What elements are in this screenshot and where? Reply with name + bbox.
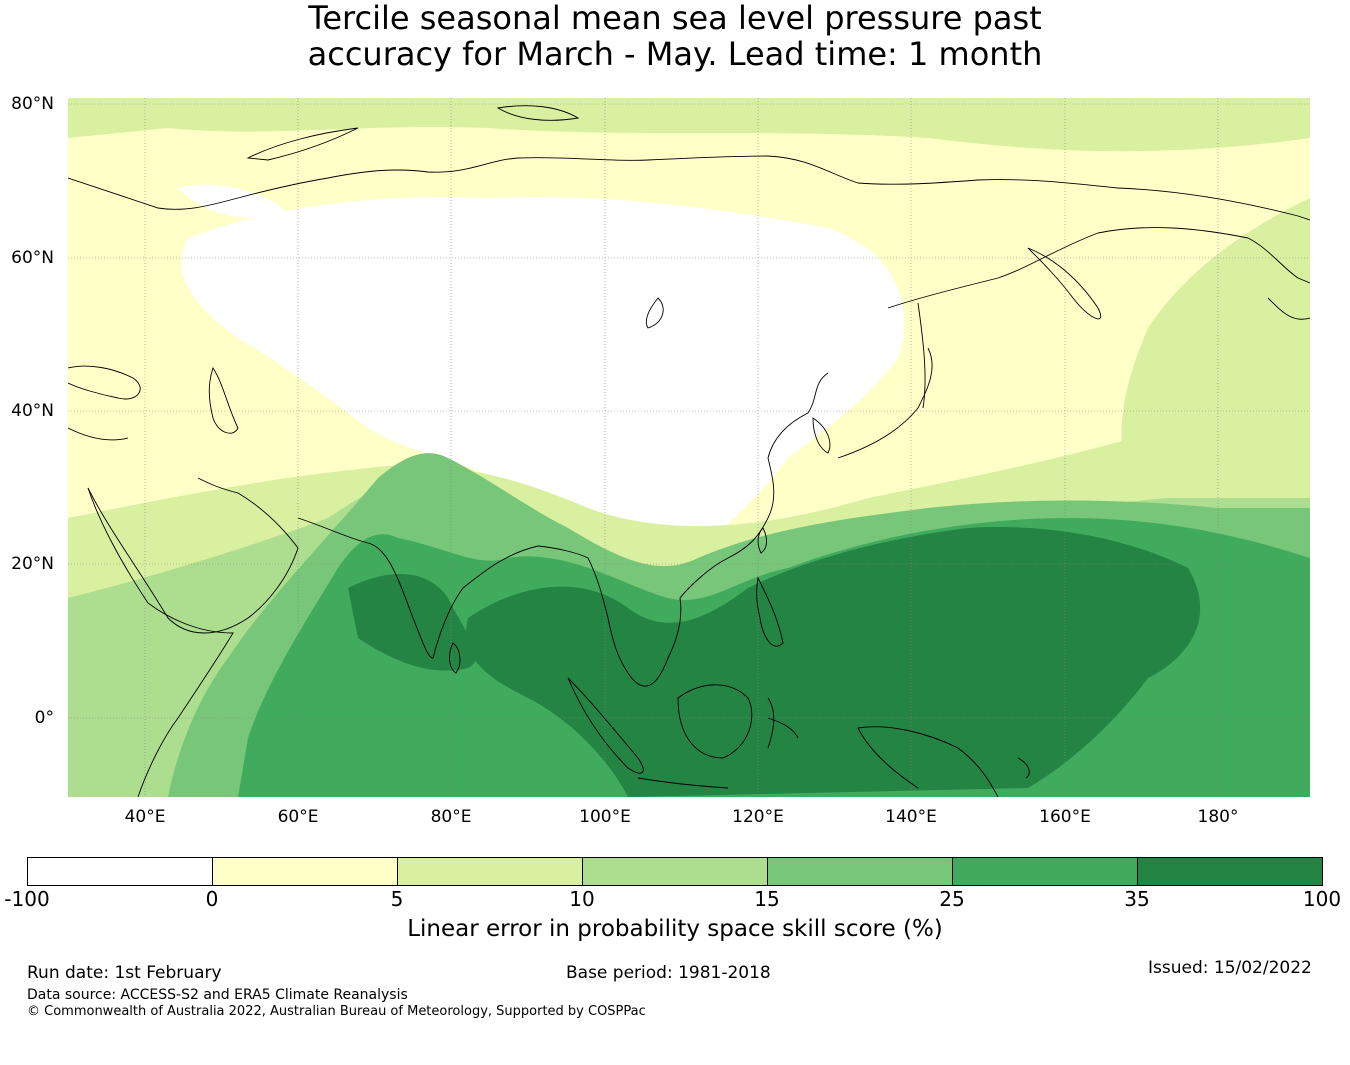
lat-label-60n: 60°N <box>11 248 54 268</box>
colorbar-segment-25-35 <box>953 858 1138 885</box>
fill-35-100-pacific <box>466 527 1201 797</box>
coast-okhotsk <box>887 227 1249 309</box>
fill-35-100-india <box>348 574 477 671</box>
run-date: Run date: 1st February <box>27 963 222 983</box>
skill-fill <box>68 98 1310 797</box>
graticule <box>68 98 1310 797</box>
coast-caspian <box>208 366 239 434</box>
coast-sulawesi <box>767 697 799 749</box>
coast-red-sea-west <box>87 487 149 604</box>
lon-label-100e: 100°E <box>579 807 631 827</box>
chart-title: Tercile seasonal mean sea level pressure… <box>0 0 1350 72</box>
lon-label-140e: 140°E <box>885 807 937 827</box>
lon-label-60e: 60°E <box>277 807 319 827</box>
coast-black-sea <box>68 365 141 400</box>
coast-africa-east <box>137 602 234 797</box>
coast-sri-lanka <box>449 642 461 674</box>
lon-label-180: 180° <box>1197 807 1239 827</box>
colorbar-tick: 0 <box>205 887 219 911</box>
coast-sumatra <box>567 677 644 774</box>
fill-negative <box>181 197 905 599</box>
colorbar-segment-10-15 <box>583 858 768 885</box>
coast-sakhalin <box>917 302 926 409</box>
colorbar-tick: -100 <box>4 887 50 911</box>
colorbar-segment-15-25 <box>768 858 953 885</box>
coast-india <box>297 517 589 659</box>
fill-negative-nw <box>178 184 288 218</box>
fill-north-5-10 <box>68 98 1310 152</box>
coast-taiwan <box>757 527 767 554</box>
lon-label-120e: 120°E <box>732 807 784 827</box>
coast-indochina <box>627 517 769 687</box>
colorbar-tick: 100 <box>1302 887 1342 911</box>
colorbar-segment-5-10 <box>398 858 583 885</box>
lat-label-80n: 80°N <box>11 94 54 114</box>
colorbar-tick: 5 <box>390 887 404 911</box>
lat-label-0: 0° <box>34 708 54 728</box>
coast-novaya-zemlya <box>246 127 359 161</box>
coast-borneo <box>677 684 753 759</box>
lon-label-80e: 80°E <box>430 807 472 827</box>
coast-solomons <box>1017 757 1030 779</box>
colorbar-tick: 35 <box>1124 887 1150 911</box>
coastlines <box>68 105 1310 797</box>
coast-korea <box>812 417 831 454</box>
lat-label-40n: 40°N <box>11 401 54 421</box>
lat-label-20n: 20°N <box>11 554 54 574</box>
coast-china-east <box>767 372 829 519</box>
coast-severnaya-zemlya <box>496 105 580 121</box>
lon-label-40e: 40°E <box>124 807 166 827</box>
coast-java <box>637 777 729 789</box>
coast-myanmar <box>587 557 629 674</box>
coast-japan <box>837 347 933 459</box>
colorbar-segment-0-5 <box>213 858 398 885</box>
colorbar-tick: 25 <box>939 887 965 911</box>
skill-score-map <box>68 98 1310 797</box>
coast-chukotka <box>1247 237 1310 284</box>
coast-kamchatka <box>1027 247 1102 320</box>
colorbar-tick: 10 <box>569 887 595 911</box>
colorbar <box>27 857 1323 886</box>
colorbar-tick: 15 <box>754 887 780 911</box>
coast-lake-baikal <box>645 297 664 329</box>
copyright: © Commonwealth of Australia 2022, Austra… <box>27 1004 646 1019</box>
base-period: Base period: 1981-2018 <box>566 963 771 983</box>
coast-new-guinea <box>857 726 999 797</box>
map-svg <box>68 98 1310 797</box>
coast-med <box>68 427 129 441</box>
coast-arctic <box>68 155 1310 221</box>
coast-philippines <box>756 576 784 647</box>
colorbar-segment-35-100 <box>1138 858 1322 885</box>
coast-alaska <box>1267 297 1310 320</box>
coast-arabia <box>87 477 299 634</box>
colorbar-label: Linear error in probability space skill … <box>407 916 943 942</box>
data-source: Data source: ACCESS-S2 and ERA5 Climate … <box>27 987 408 1003</box>
issued-date: Issued: 15/02/2022 <box>1148 958 1312 978</box>
title-line-2: accuracy for March - May. Lead time: 1 m… <box>307 35 1043 73</box>
colorbar-segment-neg100-0 <box>28 858 213 885</box>
lon-label-160e: 160°E <box>1039 807 1091 827</box>
title-line-1: Tercile seasonal mean sea level pressure… <box>308 0 1042 37</box>
